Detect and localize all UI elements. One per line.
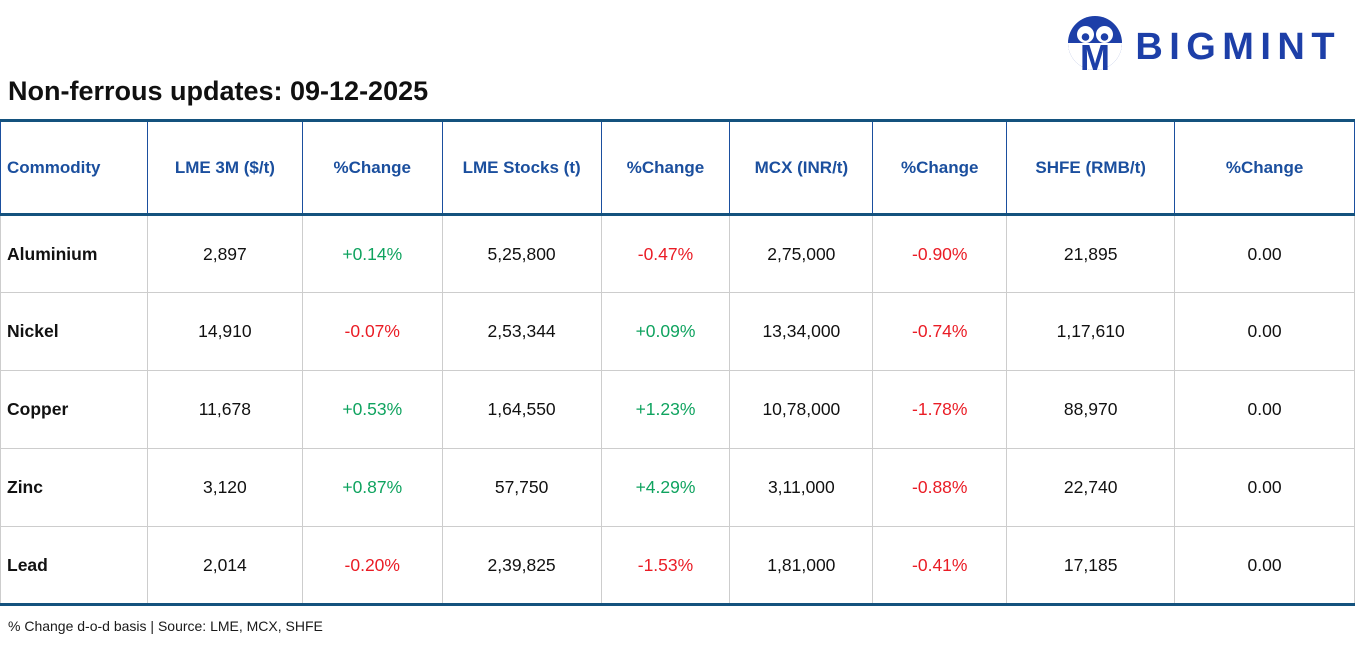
cell-mcx-change: -0.90%: [872, 214, 1008, 294]
cell-lme-3m: 3,120: [146, 448, 303, 528]
brand-logo: M BIGMINT: [1065, 14, 1341, 80]
cell-shfe-change: 0.00: [1174, 214, 1355, 294]
cell-commodity: Nickel: [0, 292, 148, 372]
cell-shfe-change: 0.00: [1174, 526, 1355, 606]
cell-mcx: 3,11,000: [729, 448, 874, 528]
column-header-mcx: MCX (INR/t): [729, 120, 874, 217]
bigmint-logo-icon: M: [1068, 16, 1123, 78]
cell-lme-stocks: 57,750: [441, 448, 602, 528]
column-header-lme-stocks: LME Stocks (t): [441, 120, 602, 217]
table-row-aluminium: Aluminium 2,897 +0.14% 5,25,800 -0.47% 2…: [0, 214, 1355, 294]
cell-mcx-change: -0.74%: [872, 292, 1008, 372]
column-header-lme-3m-change: %Change: [301, 120, 443, 217]
column-header-lme-3m: LME 3M ($/t): [146, 120, 303, 217]
column-header-mcx-change: %Change: [872, 120, 1008, 217]
table-row-zinc: Zinc 3,120 +0.87% 57,750 +4.29% 3,11,000…: [0, 448, 1355, 528]
cell-lme-stocks: 5,25,800: [441, 214, 602, 294]
cell-mcx: 2,75,000: [729, 214, 874, 294]
cell-shfe: 21,895: [1006, 214, 1176, 294]
cell-commodity: Copper: [0, 370, 148, 450]
cell-shfe: 88,970: [1006, 370, 1176, 450]
cell-lme-stocks: 2,39,825: [441, 526, 602, 606]
cell-shfe-change: 0.00: [1174, 448, 1355, 528]
cell-mcx: 13,34,000: [729, 292, 874, 372]
cell-lme-stocks-change: -1.53%: [600, 526, 731, 606]
svg-text:M: M: [1080, 37, 1110, 78]
cell-lme-3m-change: -0.07%: [301, 292, 443, 372]
cell-shfe: 17,185: [1006, 526, 1176, 606]
cell-lme-3m-change: -0.20%: [301, 526, 443, 606]
cell-commodity: Lead: [0, 526, 148, 606]
column-header-shfe-change: %Change: [1174, 120, 1355, 217]
page-title: Non-ferrous updates: 09-12-2025: [8, 76, 429, 106]
table-row-copper: Copper 11,678 +0.53% 1,64,550 +1.23% 10,…: [0, 370, 1355, 450]
cell-lme-3m-change: +0.87%: [301, 448, 443, 528]
cell-mcx-change: -0.88%: [872, 448, 1008, 528]
column-header-lme-stocks-change: %Change: [600, 120, 731, 217]
column-header-commodity: Commodity: [0, 120, 148, 217]
commodity-table: Commodity LME 3M ($/t) %Change LME Stock…: [0, 119, 1355, 607]
table-row-nickel: Nickel 14,910 -0.07% 2,53,344 +0.09% 13,…: [0, 292, 1355, 372]
cell-lme-3m: 11,678: [146, 370, 303, 450]
cell-commodity: Zinc: [0, 448, 148, 528]
cell-lme-stocks-change: +0.09%: [600, 292, 731, 372]
table-row-lead: Lead 2,014 -0.20% 2,39,825 -1.53% 1,81,0…: [0, 526, 1355, 606]
cell-lme-3m: 2,897: [146, 214, 303, 294]
footnote: % Change d-o-d basis | Source: LME, MCX,…: [8, 618, 323, 635]
cell-lme-stocks-change: +4.29%: [600, 448, 731, 528]
cell-shfe-change: 0.00: [1174, 292, 1355, 372]
cell-mcx-change: -0.41%: [872, 526, 1008, 606]
table-header: Commodity LME 3M ($/t) %Change LME Stock…: [0, 120, 1355, 217]
cell-lme-3m: 2,014: [146, 526, 303, 606]
cell-shfe-change: 0.00: [1174, 370, 1355, 450]
column-header-shfe: SHFE (RMB/t): [1006, 120, 1176, 217]
cell-lme-stocks: 1,64,550: [441, 370, 602, 450]
cell-commodity: Aluminium: [0, 214, 148, 294]
header-row: Commodity LME 3M ($/t) %Change LME Stock…: [0, 120, 1355, 217]
cell-mcx-change: -1.78%: [872, 370, 1008, 450]
cell-mcx: 10,78,000: [729, 370, 874, 450]
cell-lme-3m: 14,910: [146, 292, 303, 372]
cell-lme-stocks-change: -0.47%: [600, 214, 731, 294]
table-body: Aluminium 2,897 +0.14% 5,25,800 -0.47% 2…: [0, 214, 1355, 606]
cell-lme-3m-change: +0.53%: [301, 370, 443, 450]
cell-mcx: 1,81,000: [729, 526, 874, 606]
cell-lme-3m-change: +0.14%: [301, 214, 443, 294]
cell-shfe: 1,17,610: [1006, 292, 1176, 372]
top-bar: M BIGMINT: [0, 0, 1355, 78]
brand-name: BIGMINT: [1135, 26, 1341, 68]
cell-shfe: 22,740: [1006, 448, 1176, 528]
cell-lme-stocks-change: +1.23%: [600, 370, 731, 450]
cell-lme-stocks: 2,53,344: [441, 292, 602, 372]
